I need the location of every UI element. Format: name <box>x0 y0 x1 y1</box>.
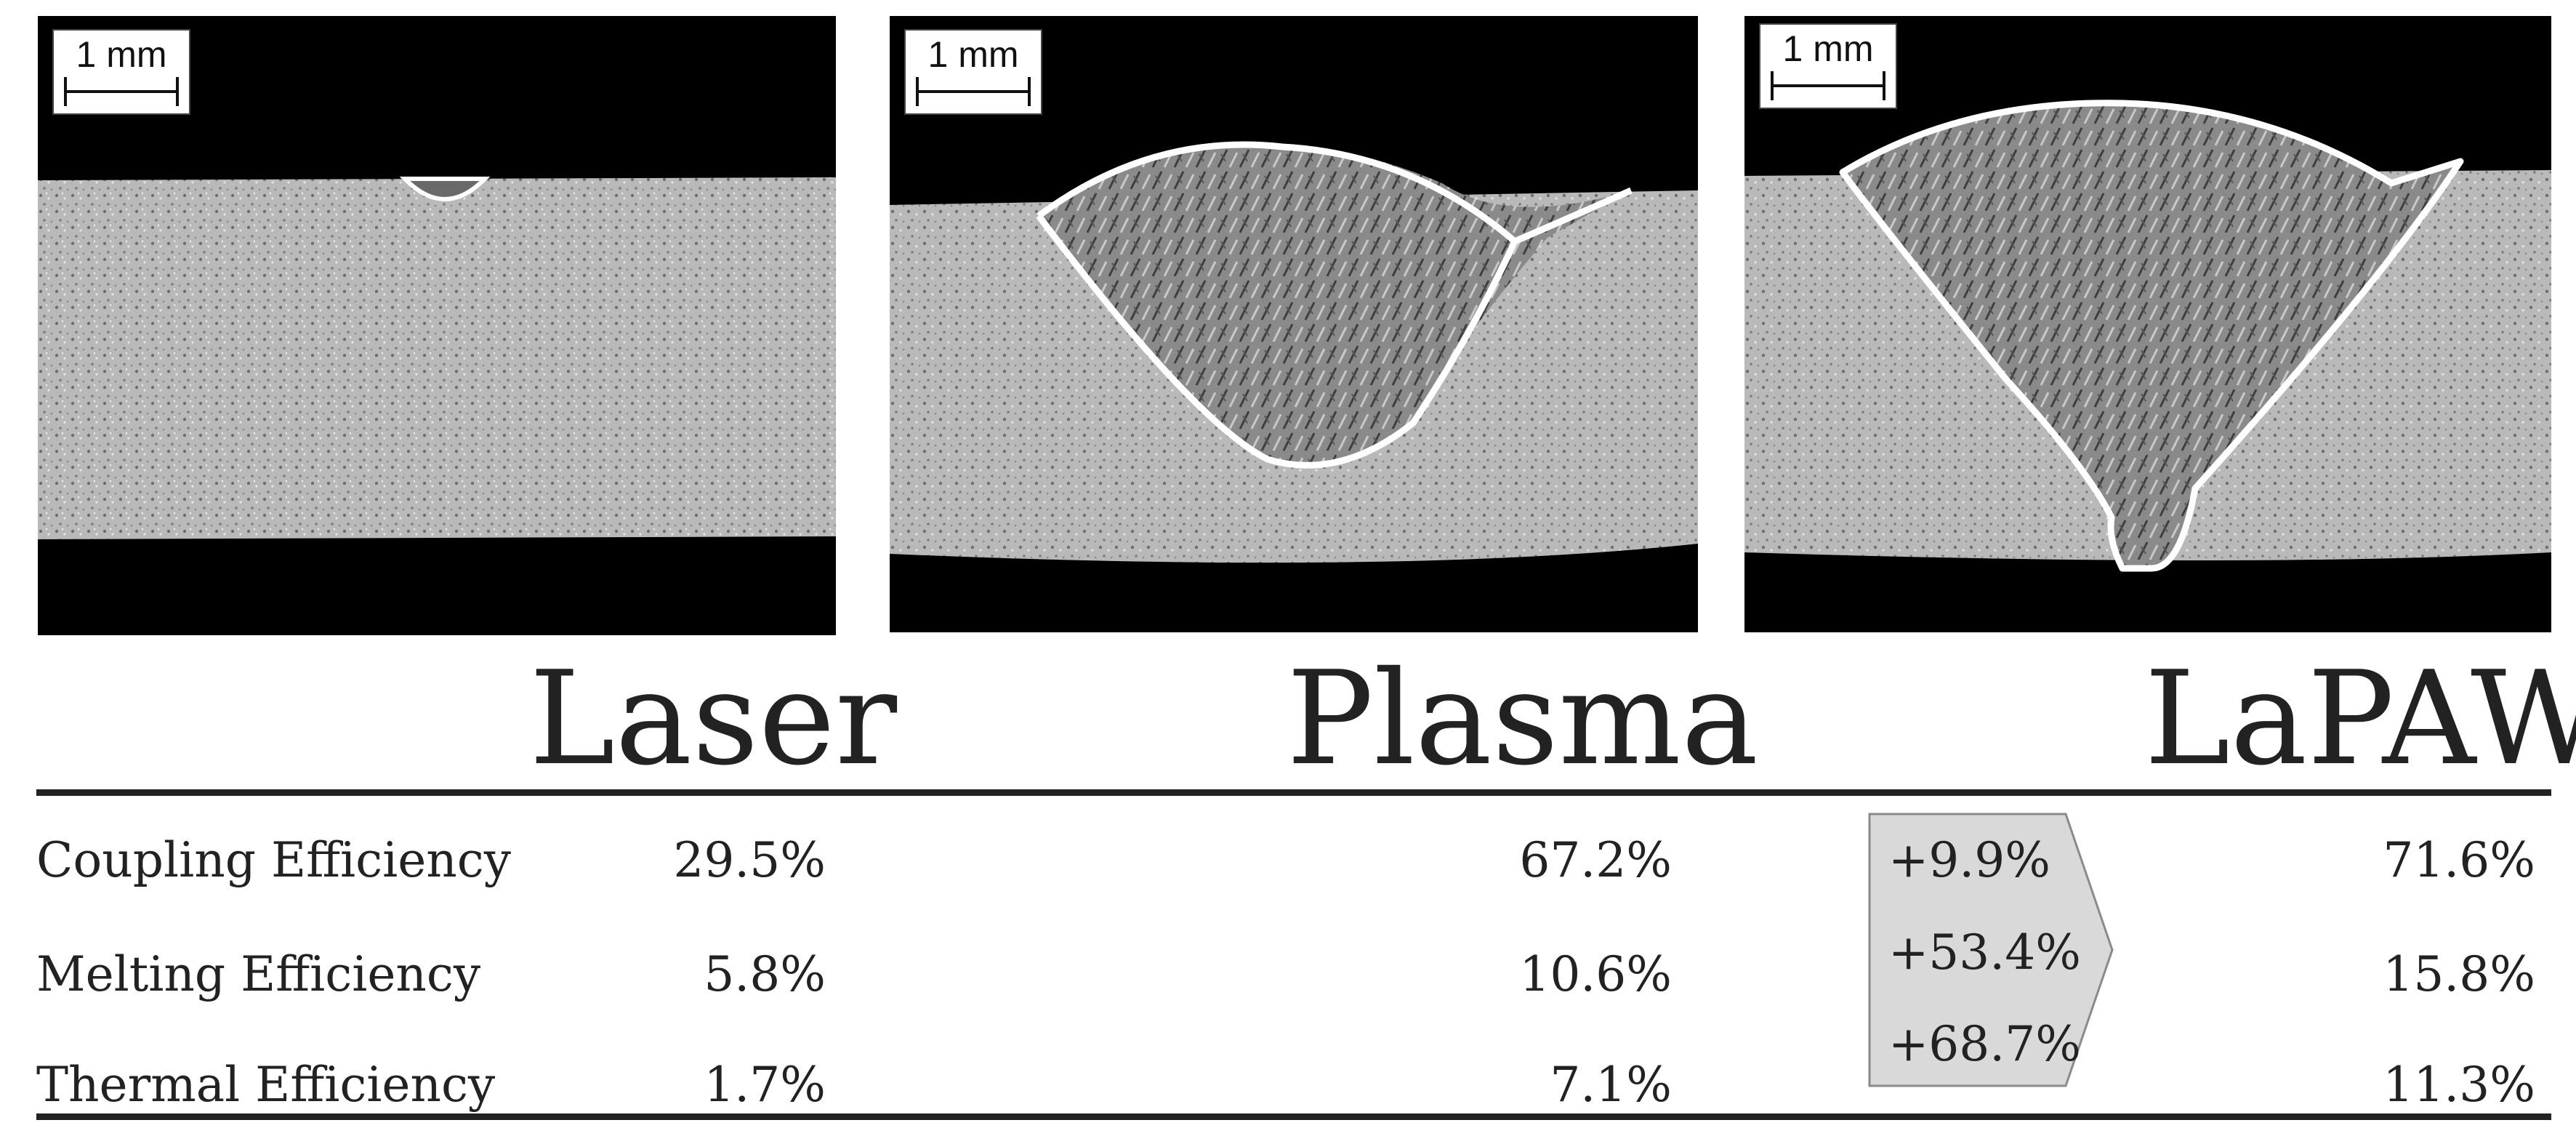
process-label-lapaw: LaPAW <box>2144 643 2576 794</box>
coupling-gain: +9.9% <box>1888 832 2050 888</box>
weld-outline <box>399 177 491 201</box>
thermal-laser-value: 1.7% <box>704 1057 826 1113</box>
weld-outline <box>1839 100 2464 572</box>
laser-micrograph: 1 mm <box>38 16 836 635</box>
scale-bar-label: 1 mm <box>76 34 167 75</box>
thermal-plasma-value: 7.1% <box>1550 1057 1672 1113</box>
table-top-rule <box>36 789 2551 796</box>
process-label-laser: Laser <box>529 643 898 794</box>
scale-bar-label: 1 mm <box>927 34 1019 75</box>
melting-gain: +53.4% <box>1888 925 2081 980</box>
row-label-thermal: Thermal Efficiency <box>36 1057 496 1113</box>
base-material <box>38 177 836 539</box>
coupling-plasma-value: 67.2% <box>1519 832 1672 888</box>
thermal-gain: +68.7% <box>1888 1016 2081 1072</box>
melting-lapaw-value: 15.8% <box>2383 946 2535 1002</box>
scale-bar: 1 mm <box>52 29 190 115</box>
thermal-lapaw-value: 11.3% <box>2383 1057 2535 1113</box>
row-label-coupling: Coupling Efficiency <box>36 832 512 888</box>
coupling-laser-value: 29.5% <box>673 832 826 888</box>
table-bottom-rule <box>36 1113 2551 1120</box>
weld-outline <box>1036 141 1633 469</box>
scale-bar-label: 1 mm <box>1782 28 1874 69</box>
melting-plasma-value: 10.6% <box>1519 946 1672 1002</box>
lapaw-micrograph: 1 mm <box>1744 16 2551 632</box>
plasma-micrograph: 1 mm <box>890 16 1698 632</box>
scale-bar: 1 mm <box>904 29 1042 115</box>
coupling-lapaw-value: 71.6% <box>2383 832 2535 888</box>
improvement-arrow-box <box>1868 813 2114 1087</box>
melting-laser-value: 5.8% <box>704 946 826 1002</box>
scale-bar: 1 mm <box>1759 23 1897 109</box>
row-label-melting: Melting Efficiency <box>36 946 481 1002</box>
process-label-plasma: Plasma <box>1287 643 1759 794</box>
